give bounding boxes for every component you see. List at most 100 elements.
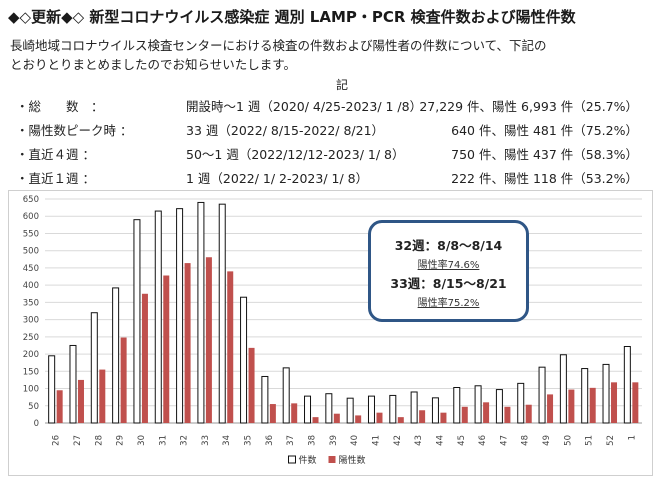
summary-list: ・総 数 ： 開設時〜1 週（2020/ 4/25-2023/ 1 /8） 27… bbox=[16, 96, 646, 192]
bar-positive bbox=[269, 404, 276, 423]
summary-period: 50〜1 週（2022/12/12-2023/ 1/ 8） bbox=[186, 147, 405, 162]
intro-line-1: 長崎地域コロナウイルス検査センターにおける検査の件数および陽性者の件数について、… bbox=[10, 38, 547, 53]
x-tick-label: 26 bbox=[52, 435, 62, 446]
callout-week33: 33週：8/15〜8/21 bbox=[390, 276, 507, 291]
summary-result: 750 件、陽性 437 件（58.3%） bbox=[451, 147, 638, 162]
bar-positive bbox=[397, 417, 404, 423]
y-tick-label: 50 bbox=[28, 402, 39, 412]
bar-tests bbox=[410, 391, 418, 424]
summary-period: 開設時〜1 週（2020/ 4/25-2023/ 1 /8） bbox=[186, 99, 423, 114]
bar-tests bbox=[517, 382, 525, 424]
summary-result: 640 件、陽性 481 件（75.2%） bbox=[451, 123, 638, 138]
bar-positive bbox=[632, 382, 639, 423]
bar-tests bbox=[154, 210, 162, 424]
bar-positive bbox=[99, 369, 106, 423]
bar-positive bbox=[77, 379, 84, 423]
bar-positive bbox=[461, 406, 468, 423]
bar-positive bbox=[227, 271, 234, 423]
summary-label: ・総 数 ： bbox=[16, 99, 104, 114]
x-tick-label: 43 bbox=[414, 435, 424, 446]
legend-swatch-positive bbox=[328, 456, 336, 463]
bar-positive bbox=[248, 347, 255, 423]
ki-label: 記 bbox=[336, 78, 349, 92]
bar-tests bbox=[581, 368, 589, 424]
x-tick-label: 52 bbox=[606, 435, 616, 446]
peak-callout: 32週：8/8〜8/14 陽性率74.6% 33週：8/15〜8/21 陽性率7… bbox=[368, 220, 529, 322]
x-tick-label: 32 bbox=[180, 435, 190, 446]
y-tick-label: 500 bbox=[23, 247, 39, 257]
summary-row-recent-4w: ・直近４週 ： 50〜1 週（2022/12/12-2023/ 1/ 8） 75… bbox=[16, 144, 646, 168]
bar-tests bbox=[495, 389, 503, 424]
x-tick-label: 47 bbox=[499, 435, 509, 446]
bar-tests bbox=[240, 296, 248, 424]
x-tick-label: 36 bbox=[265, 435, 275, 446]
bar-positive bbox=[419, 410, 426, 423]
y-tick-label: 550 bbox=[23, 229, 39, 239]
bar-tests bbox=[90, 312, 98, 424]
callout-week32: 32週：8/8〜8/14 bbox=[394, 238, 503, 253]
bar-positive bbox=[312, 417, 319, 423]
callout-rate33: 陽性率75.2% bbox=[417, 298, 480, 309]
x-tick-label: 39 bbox=[329, 435, 339, 446]
bar-tests bbox=[176, 208, 184, 424]
bar-positive bbox=[333, 413, 340, 423]
bar-positive bbox=[205, 257, 212, 423]
bar-tests bbox=[197, 201, 205, 424]
legend-label-tests: 件数 bbox=[299, 454, 317, 466]
y-tick-label: 600 bbox=[23, 212, 39, 222]
intro-text: 長崎地域コロナウイルス検査センターにおける検査の件数および陽性者の件数について、… bbox=[10, 36, 640, 74]
x-tick-label: 27 bbox=[73, 435, 83, 446]
x-tick-label: 37 bbox=[286, 435, 296, 446]
bar-tests bbox=[325, 393, 333, 424]
bar-positive bbox=[589, 387, 596, 423]
bar-tests bbox=[48, 355, 56, 424]
bar-tests bbox=[346, 397, 354, 424]
bar-tests bbox=[282, 367, 290, 424]
summary-label: ・陽性数ピーク時 ： bbox=[16, 123, 133, 138]
x-tick-label: 51 bbox=[585, 435, 595, 446]
y-tick-label: 250 bbox=[23, 333, 39, 343]
summary-row-peak: ・陽性数ピーク時 ： 33 週（2022/ 8/15-2022/ 8/21） 6… bbox=[16, 120, 646, 144]
bar-tests bbox=[304, 395, 312, 424]
summary-row-total: ・総 数 ： 開設時〜1 週（2020/ 4/25-2023/ 1 /8） 27… bbox=[16, 96, 646, 120]
bar-tests bbox=[218, 203, 226, 424]
chart-frame: 0 50 100 150 200 250 300 350 400 450 500 550 600 650 2… bbox=[8, 190, 653, 476]
bar-positive bbox=[525, 404, 532, 423]
summary-period: 1 週（2022/ 1/ 2-2023/ 1/ 8） bbox=[186, 171, 369, 186]
legend-label-positive: 陽性数 bbox=[339, 454, 366, 466]
x-tick-label: 44 bbox=[435, 435, 445, 446]
x-tick-label: 40 bbox=[350, 435, 360, 446]
summary-label: ・直近１週 ： bbox=[16, 171, 95, 186]
summary-result: 27,229 件、陽性 6,993 件（25.7%） bbox=[419, 99, 638, 114]
x-tick-label: 30 bbox=[137, 435, 147, 446]
y-tick-label: 300 bbox=[23, 316, 39, 326]
x-tick-label: 42 bbox=[393, 435, 403, 446]
bar-positive bbox=[56, 390, 63, 423]
summary-label: ・直近４週 ： bbox=[16, 147, 95, 162]
bar-tests bbox=[261, 375, 269, 424]
legend-swatch-tests bbox=[288, 455, 296, 464]
bar-tests bbox=[112, 287, 120, 424]
bar-positive bbox=[291, 403, 298, 423]
x-tick-label: 31 bbox=[158, 435, 168, 446]
bar-tests bbox=[69, 344, 77, 424]
bar-tests bbox=[623, 345, 631, 424]
callout-rate32: 陽性率74.6% bbox=[417, 260, 480, 271]
x-tick-label: 45 bbox=[457, 435, 467, 446]
bar-tests bbox=[559, 354, 567, 424]
bar-tests bbox=[538, 366, 546, 424]
y-tick-label: 150 bbox=[23, 367, 39, 377]
bar-tests bbox=[453, 387, 461, 424]
x-tick-label: 28 bbox=[94, 435, 104, 446]
bar-positive bbox=[184, 263, 191, 423]
bar-tests bbox=[389, 394, 397, 424]
y-tick-label: 650 bbox=[23, 195, 39, 205]
x-tick-label: 33 bbox=[201, 435, 211, 446]
bar-tests bbox=[367, 395, 375, 424]
bar-tests bbox=[133, 219, 141, 424]
bar-tests bbox=[602, 363, 610, 424]
intro-line-2: とおりとりまとめましたのでお知らせいたします。 bbox=[10, 57, 297, 72]
bar-positive bbox=[483, 402, 490, 423]
bar-positive bbox=[547, 394, 554, 423]
summary-result: 222 件、陽性 118 件（53.2%） bbox=[451, 171, 638, 186]
